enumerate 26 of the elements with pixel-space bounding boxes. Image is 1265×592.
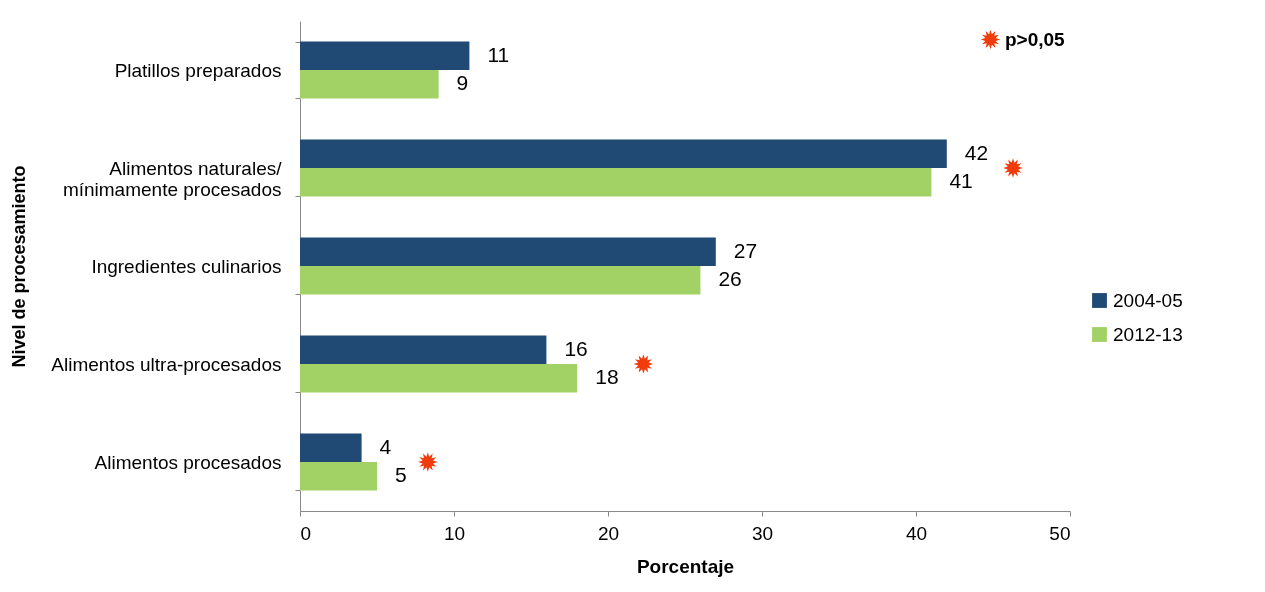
data-label: 4 — [379, 434, 392, 458]
x-tick-label: 40 — [905, 522, 928, 544]
y-tick-label: Alimentos ultra-procesados — [51, 353, 282, 375]
x-axis-title: Porcentaje — [636, 555, 735, 577]
x-tick-label: 10 — [443, 522, 466, 544]
x-tick-label: 0 — [300, 522, 312, 544]
y-tick-label: Platillos preparados — [114, 59, 282, 81]
legend-label: p>0,05 — [1005, 28, 1066, 50]
data-label: 26 — [718, 267, 742, 291]
x-tick-label: 50 — [1049, 522, 1071, 544]
data-label: 16 — [564, 336, 588, 360]
data-label: 27 — [733, 238, 758, 262]
data-label: 11 — [487, 42, 510, 66]
data-label: 18 — [595, 365, 619, 389]
data-label: 5 — [395, 463, 407, 487]
legend-label: 2012-13 — [1113, 323, 1183, 345]
legend-label: 2004-05 — [1113, 289, 1183, 311]
x-tick-label: 20 — [597, 522, 620, 544]
data-label: 42 — [964, 140, 989, 164]
y-tick-label: Ingredientes culinarios — [91, 255, 282, 277]
y-tick-label: Alimentos procesados — [94, 451, 282, 473]
y-tick-label: Alimentos naturales/ mínimamente procesados — [62, 157, 283, 200]
x-tick-label: 30 — [751, 522, 774, 544]
data-label: 9 — [456, 71, 469, 95]
data-label: 41 — [949, 169, 973, 193]
y-axis-title: Nivel de procesamiento — [8, 165, 29, 368]
